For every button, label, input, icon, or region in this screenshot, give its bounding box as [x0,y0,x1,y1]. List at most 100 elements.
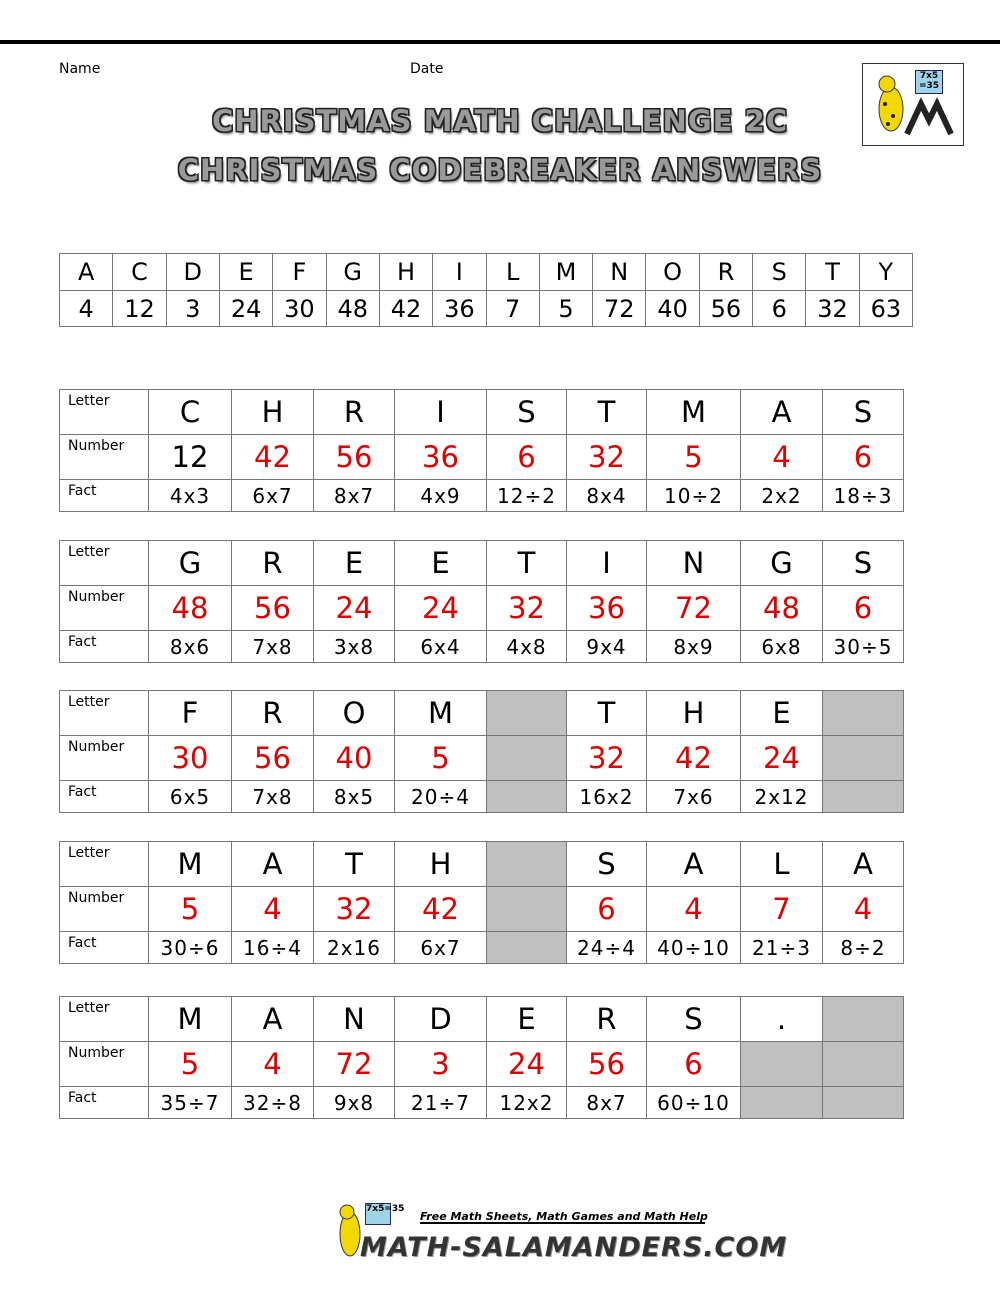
fact-cell: 8x7 [313,479,395,512]
date-label: Date [410,61,444,77]
key-number: 42 [378,290,434,327]
letter-cell: . [740,996,823,1042]
num-cell: 6 [646,1041,741,1087]
letter-cell: T [486,540,567,586]
letter-cell: A [646,841,741,887]
fact-cell: 2x16 [313,931,395,964]
letter-cell: A [822,841,904,887]
footer-site: MATH-SALAMANDERS.COM [360,1232,788,1263]
key-number: 6 [752,290,807,327]
key-letter: R [698,253,754,291]
num-cell: 48 [740,585,823,631]
blank-cell [822,690,904,736]
logo: 7x5 =35 [862,63,964,146]
num-cell: 24 [486,1041,567,1087]
fact-cell: 24÷4 [566,931,647,964]
num-cell: 36 [394,434,487,480]
num-cell: 24 [740,735,823,781]
num-cell: 48 [148,585,232,631]
num-cell: 4 [646,886,741,932]
num-cell: 3 [394,1041,487,1087]
key-number: 56 [698,290,754,327]
fact-cell: 12÷2 [486,479,567,512]
top-rule [0,40,1000,44]
fact-cell: 8x7 [566,1086,647,1119]
key-number: 3 [165,290,220,327]
fact-cell: 18÷3 [822,479,904,512]
fact-cell: 6x4 [394,630,487,663]
fact-cell: 8x4 [566,479,647,512]
num-cell: 5 [394,735,487,781]
num-cell: 5 [148,1041,232,1087]
footer-board: 7x5=35 [365,1203,404,1225]
num-cell: 32 [566,735,647,781]
num-cell: 32 [566,434,647,480]
fact-cell: 8x9 [646,630,741,663]
logo-board-line: 7x5 [919,71,939,81]
num-cell: 24 [394,585,487,631]
letter-cell: S [486,389,567,435]
fact-cell: 40÷10 [646,931,741,964]
key-number: 4 [59,290,114,327]
fact-cell: 30÷6 [148,931,232,964]
letter-cell: S [822,540,904,586]
num-cell: 6 [822,434,904,480]
num-cell: 32 [313,886,395,932]
num-cell: 4 [740,434,823,480]
letter-cell: T [566,690,647,736]
key-letter: I [432,253,487,291]
letter-cell: N [646,540,741,586]
letter-cell: H [231,389,314,435]
row-label: Number [59,585,149,631]
num-cell: 72 [646,585,741,631]
row-label: Fact [59,931,149,964]
key-number: 48 [325,290,380,327]
blank-cell [822,1041,904,1087]
fact-cell: 4x8 [486,630,567,663]
row-label: Number [59,1041,149,1087]
name-label: Name [59,61,101,77]
key-letter: F [272,253,327,291]
fact-cell: 16÷4 [231,931,314,964]
row-label: Number [59,434,149,480]
letter-cell: G [148,540,232,586]
blank-cell [822,735,904,781]
letter-cell: R [566,996,647,1042]
letter-cell: D [394,996,487,1042]
num-cell: 5 [646,434,741,480]
fact-cell: 60÷10 [646,1086,741,1119]
key-number: 63 [858,290,913,327]
num-cell: 36 [566,585,647,631]
fact-cell: 21÷3 [740,931,823,964]
letter-cell: A [231,841,314,887]
key-letter: G [325,253,380,291]
blank-cell [486,841,567,887]
num-cell: 6 [822,585,904,631]
key-letter: T [805,253,860,291]
num-cell: 6 [486,434,567,480]
fact-cell: 7x8 [231,780,314,813]
fact-cell: 35÷7 [148,1086,232,1119]
letter-cell: T [566,389,647,435]
row-label: Fact [59,1086,149,1119]
letter-cell: I [394,389,487,435]
logo-art [878,75,954,136]
logo-board: 7x5 =35 [915,70,943,94]
row-label: Fact [59,780,149,813]
fact-cell: 21÷7 [394,1086,487,1119]
blank-cell [486,931,567,964]
key-letter: E [218,253,274,291]
row-label: Letter [59,996,149,1042]
letter-cell: O [313,690,395,736]
row-label: Letter [59,389,149,435]
letter-cell: S [566,841,647,887]
letter-cell: I [566,540,647,586]
num-cell: 5 [148,886,232,932]
fact-cell: 6x8 [740,630,823,663]
key-number: 32 [805,290,860,327]
row-label: Number [59,735,149,781]
key-letter: H [378,253,434,291]
num-cell: 72 [313,1041,395,1087]
key-letter: N [592,253,647,291]
